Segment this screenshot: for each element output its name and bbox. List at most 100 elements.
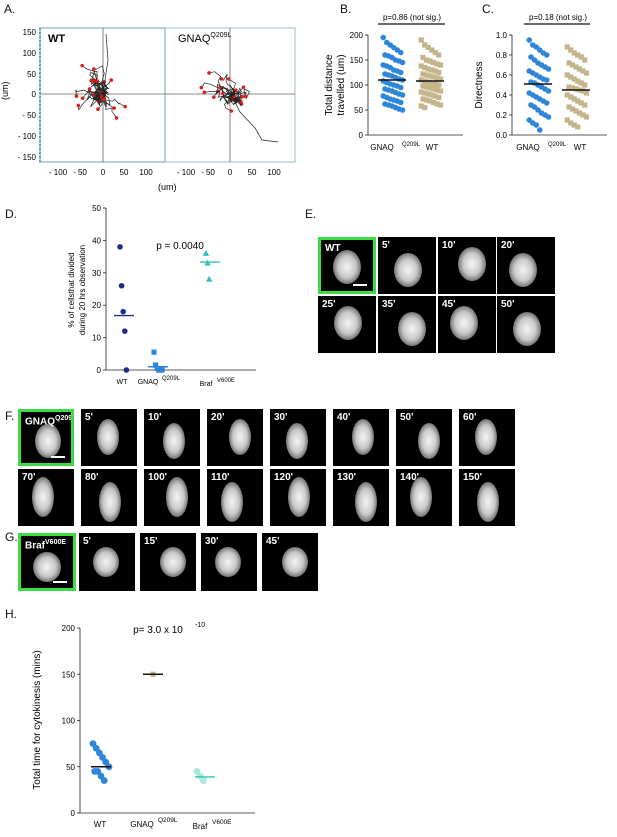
y-tick-label: 150 xyxy=(62,670,76,679)
trajectory-endpoint xyxy=(202,90,207,95)
trajectory-endpoint xyxy=(114,116,119,120)
data-point xyxy=(397,49,404,56)
data-point xyxy=(569,106,576,112)
frame-time-label: 40' xyxy=(337,412,351,423)
panel-a-y-tick-label: 100 xyxy=(23,49,37,58)
microscopy-frame: 120' xyxy=(270,469,326,526)
data-point xyxy=(418,63,424,69)
microscopy-frame: 30' xyxy=(201,533,257,591)
data-point xyxy=(583,114,590,120)
y-tick-label: 0 xyxy=(97,366,102,375)
panel-h-chart: 0 50 100 150 200 p= 3.0 x 10 -10 Total time for… xyxy=(32,622,255,831)
panel-a-x-tick-label: 50 xyxy=(120,168,129,177)
panel-a-y-tick-label: - 100 xyxy=(18,132,37,141)
data-point xyxy=(434,61,440,67)
data-point xyxy=(202,249,210,256)
y-axis-label: Total time for cytokinesis (mins) xyxy=(32,650,43,789)
panel-a-y-unit: (um) xyxy=(0,82,10,101)
cell-image xyxy=(513,312,541,346)
y-tick-label: 150 xyxy=(350,56,364,65)
data-point xyxy=(206,275,213,282)
data-point xyxy=(430,74,437,80)
panel-a-y-tick-label: 50 xyxy=(27,70,36,79)
data-point xyxy=(418,77,424,83)
panel-c-chart: 0.0 0.2 0.4 0.6 0.8 1.0 p=0.18 (not sig.) Direc… xyxy=(474,13,607,152)
trajectory-endpoint xyxy=(243,94,248,99)
trajectory-endpoint xyxy=(109,78,114,82)
data-point xyxy=(423,72,430,78)
data-point xyxy=(397,99,404,106)
trajectory-path xyxy=(208,71,233,97)
microscopy-frame: 35' xyxy=(378,296,436,353)
data-point xyxy=(422,104,428,111)
data-point xyxy=(582,57,588,63)
data-point xyxy=(437,102,444,108)
frame-time-label: 150' xyxy=(463,472,483,483)
trajectory-endpoint xyxy=(80,63,84,68)
cell-image xyxy=(475,419,497,455)
panel-a-y-tick-label: 150 xyxy=(23,28,37,37)
cell-image xyxy=(450,306,478,340)
data-point xyxy=(545,114,552,120)
microscopy-frame: 15' xyxy=(140,533,196,591)
data-point xyxy=(159,367,165,373)
trajectory-endpoint xyxy=(226,77,231,81)
trajectory-endpoint xyxy=(112,106,116,110)
data-point xyxy=(429,92,435,98)
microscopy-frame: 60' xyxy=(459,409,515,466)
frame-time-label: 120' xyxy=(274,472,294,483)
frame-time-label: 60' xyxy=(463,412,477,423)
data-point xyxy=(545,88,552,94)
frame-time-label: 30' xyxy=(274,412,288,423)
trajectory-endpoint xyxy=(212,95,216,99)
data-point xyxy=(580,68,586,74)
x-category-sup: Q209L xyxy=(162,376,181,382)
panel-letter-h: H. xyxy=(5,607,17,621)
data-point xyxy=(122,328,128,334)
y-tick-label: 40 xyxy=(92,236,101,245)
x-category-sup: Q209L xyxy=(548,142,567,148)
frame-time-label: 50' xyxy=(501,299,515,310)
panel-a-x-tick-label: 0 xyxy=(228,168,233,177)
data-point xyxy=(100,777,108,785)
frame-time-label: 10' xyxy=(442,240,456,251)
x-category-sup: Q209L xyxy=(402,142,421,148)
trajectory-paths xyxy=(74,33,279,143)
data-point xyxy=(425,44,431,51)
frame-time-label: BrafV600E xyxy=(25,539,67,552)
frame-time-label: 100' xyxy=(148,472,168,483)
data-point xyxy=(575,124,581,130)
data-point xyxy=(425,66,431,72)
trajectory-path xyxy=(92,81,104,102)
data-point xyxy=(543,77,550,83)
cell-image xyxy=(35,424,61,458)
data-point xyxy=(427,98,433,104)
data-point xyxy=(418,37,424,43)
data-point xyxy=(200,777,207,785)
cell-image xyxy=(166,477,188,517)
microscopy-frame: 70' xyxy=(18,469,74,526)
data-point xyxy=(543,100,550,106)
data-point xyxy=(434,87,440,93)
data-point xyxy=(536,127,543,133)
cell-image xyxy=(410,477,432,517)
data-point xyxy=(564,92,570,98)
data-point xyxy=(571,122,577,128)
microscopy-frame: 40' xyxy=(333,409,389,466)
trajectory-endpoint xyxy=(123,104,127,109)
trajectory-path xyxy=(230,95,243,107)
data-point xyxy=(578,100,584,106)
panel-a-y-ticks: 150 100 50 0 - 50 - 100 - 150 xyxy=(18,28,37,162)
data-point xyxy=(573,86,579,92)
trajectory-path xyxy=(231,90,247,102)
x-category-sup: V600E xyxy=(212,819,232,826)
data-point xyxy=(434,75,440,81)
y-axis-label: Directness xyxy=(474,61,485,108)
data-point xyxy=(580,88,586,94)
cell-image xyxy=(221,482,243,522)
trajectory-endpoint xyxy=(74,94,79,98)
frame-time-label: 5' xyxy=(83,536,91,547)
cell-image xyxy=(355,482,377,522)
microscopy-frame: 50' xyxy=(497,296,555,353)
cell-image xyxy=(163,423,185,459)
